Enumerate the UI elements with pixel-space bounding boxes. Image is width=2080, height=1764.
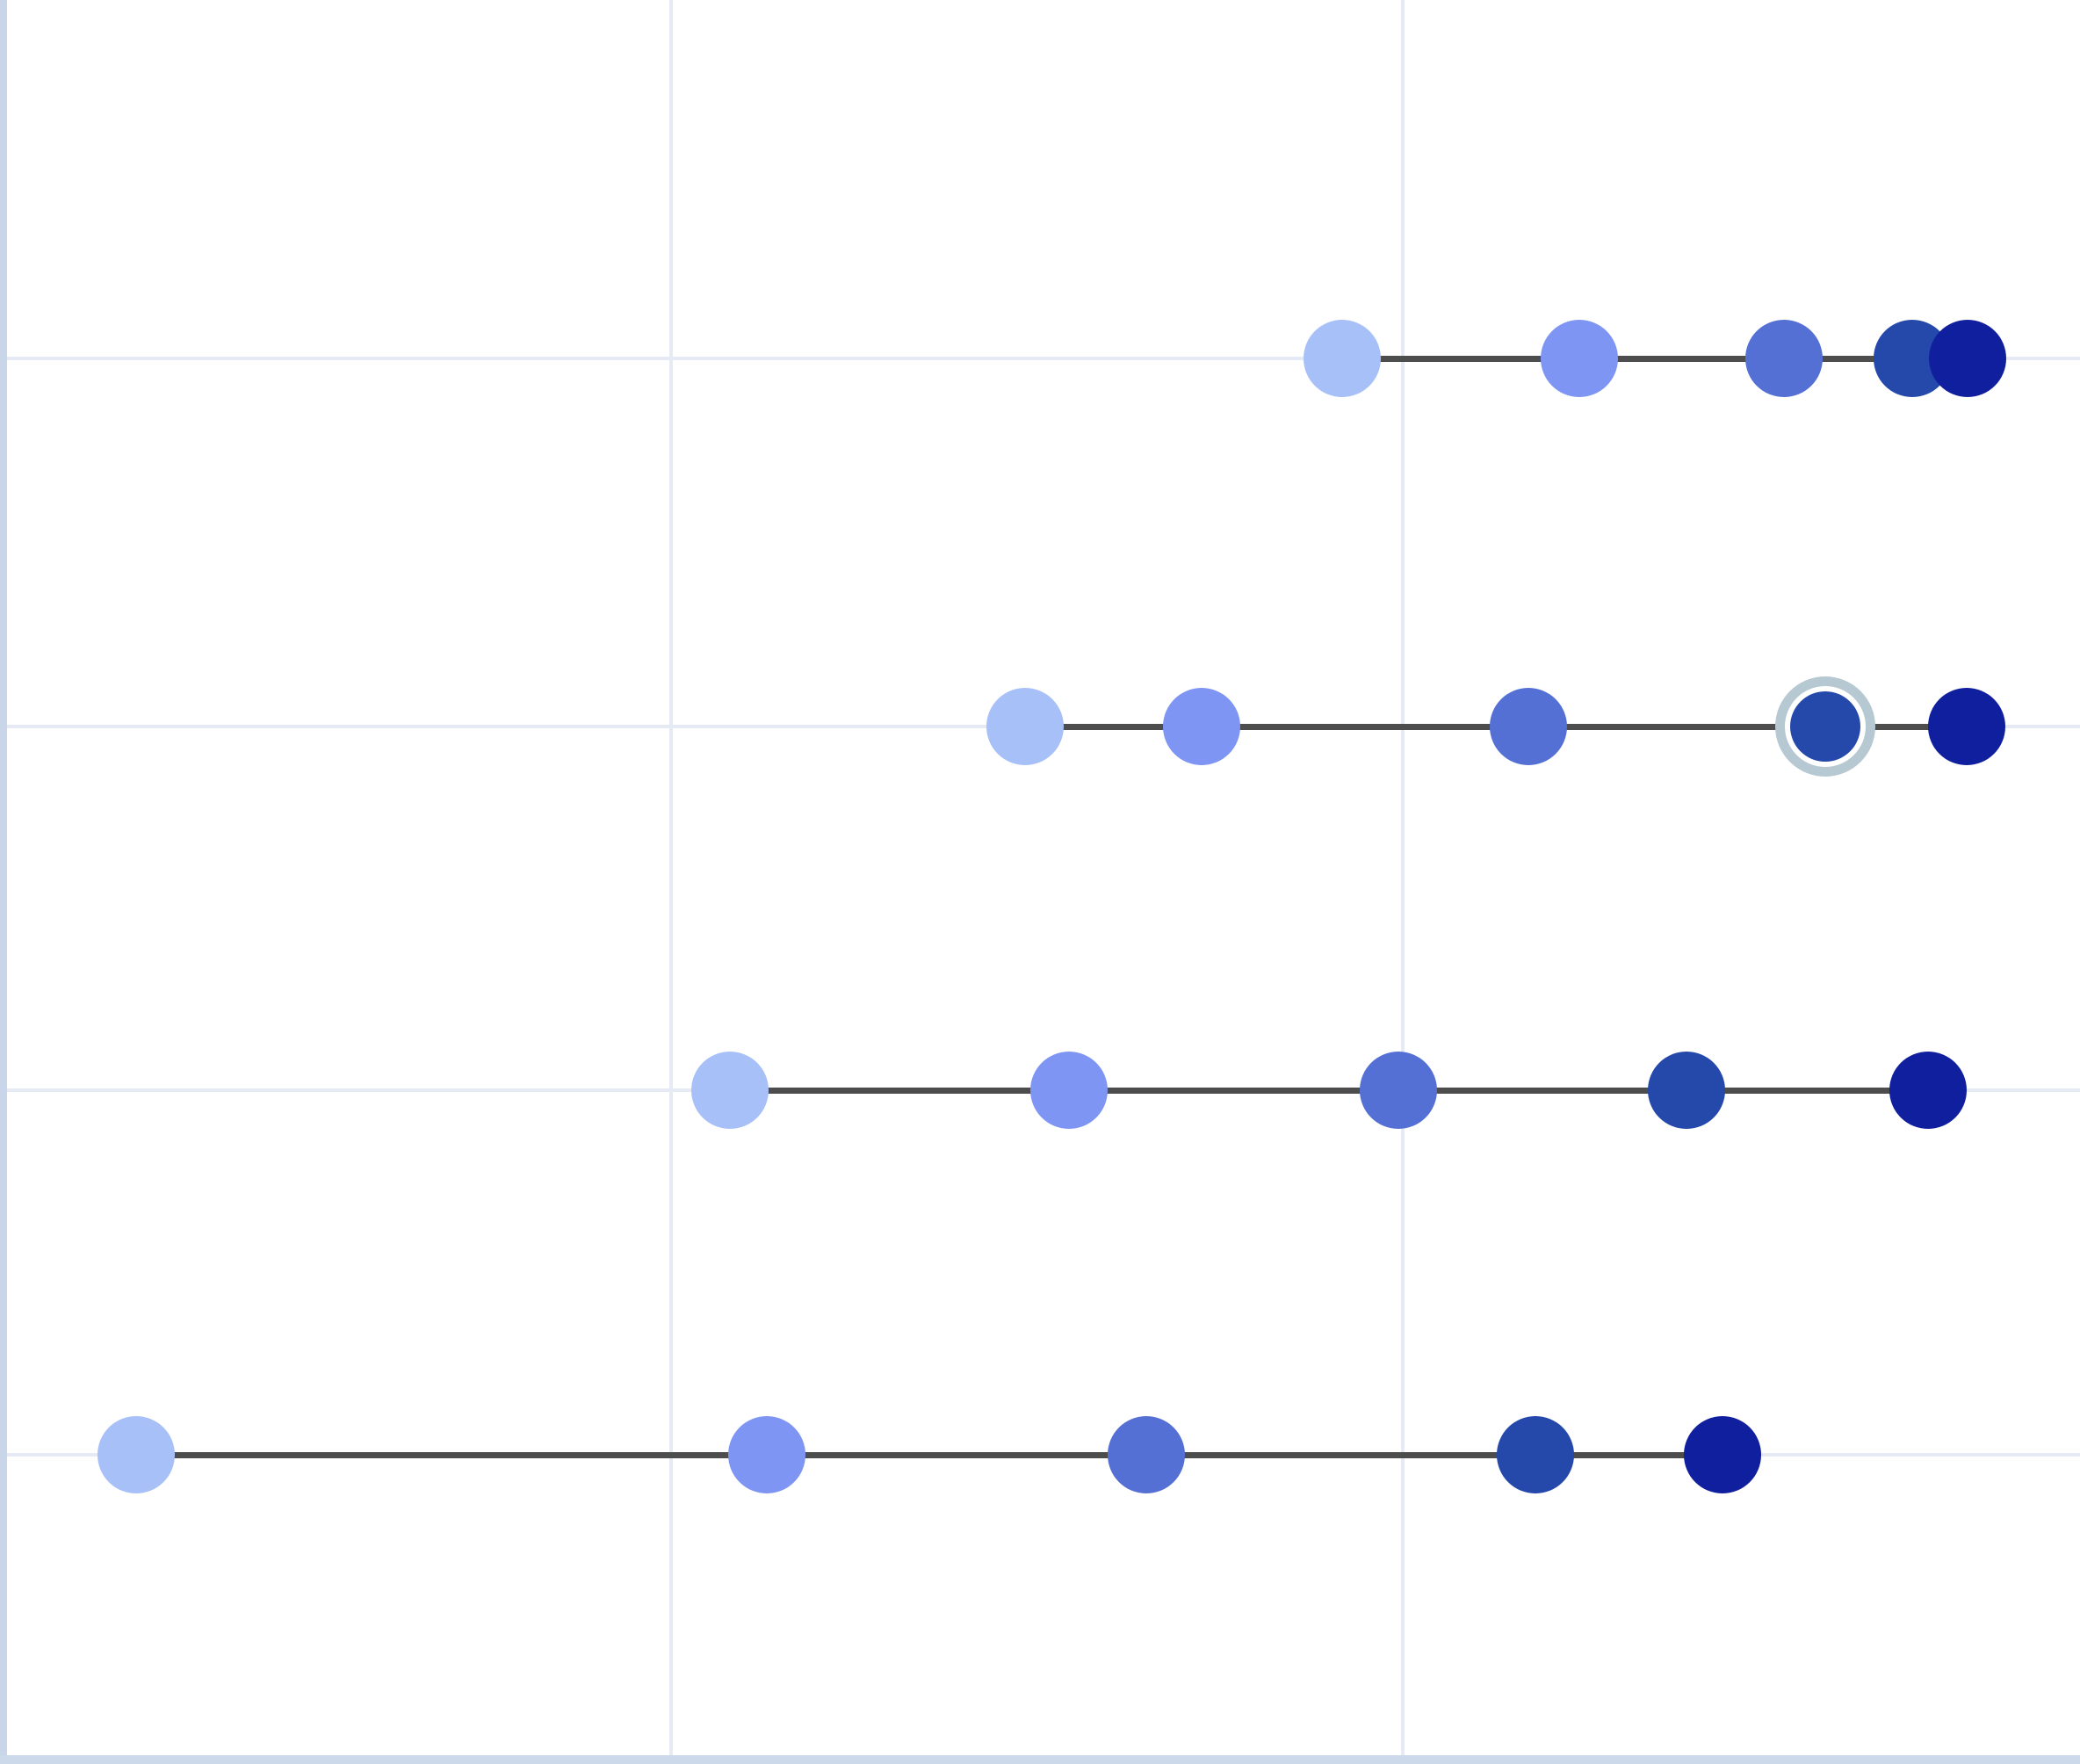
data-point[interactable] — [728, 1416, 805, 1493]
data-point[interactable] — [1030, 1052, 1108, 1129]
data-point[interactable] — [1490, 688, 1567, 765]
data-point[interactable] — [1108, 1416, 1185, 1493]
horizontal-gridline — [0, 357, 2080, 360]
data-point[interactable] — [1889, 1052, 1967, 1129]
series-connector — [1342, 355, 1968, 362]
vertical-gridline — [1401, 0, 1405, 1764]
y-axis-line — [0, 0, 7, 1764]
data-point[interactable] — [1163, 688, 1240, 765]
data-point[interactable] — [1541, 320, 1618, 397]
vertical-gridline — [669, 0, 673, 1764]
data-point[interactable] — [1745, 320, 1823, 397]
data-point[interactable] — [1304, 320, 1381, 397]
data-point[interactable] — [1928, 688, 2005, 765]
data-point[interactable] — [986, 688, 1064, 765]
data-point[interactable] — [1497, 1416, 1574, 1493]
data-point[interactable] — [691, 1052, 769, 1129]
data-point[interactable] — [1929, 320, 2006, 397]
data-point[interactable] — [1684, 1416, 1761, 1493]
selected-data-point[interactable] — [1790, 691, 1860, 762]
series-connector — [730, 1087, 1928, 1094]
data-point[interactable] — [1648, 1052, 1725, 1129]
series-connector — [136, 1451, 1722, 1458]
data-point[interactable] — [98, 1416, 175, 1493]
x-axis-line — [0, 1755, 2080, 1764]
data-point[interactable] — [1360, 1052, 1437, 1129]
